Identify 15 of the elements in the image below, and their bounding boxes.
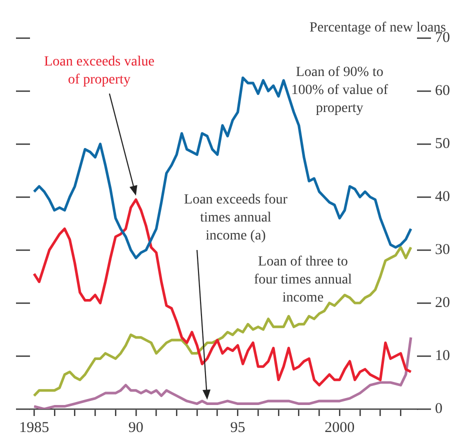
- y-tick-label: 30: [435, 242, 450, 258]
- y-tick-label: 0: [435, 400, 442, 417]
- y-tick-label: 20: [435, 294, 450, 311]
- series-label: Loan of three to four times annual income: [254, 254, 352, 306]
- y-tick-label: 40: [435, 188, 450, 205]
- text: Loan exceeds four times annual income (a): [184, 192, 288, 244]
- series-label: Loan of 90% to 100% of value of property: [291, 65, 388, 116]
- x-tick-label: 1985: [19, 420, 50, 436]
- x-tick-label: 2000: [324, 420, 355, 436]
- y-tick-label: 10: [435, 348, 450, 364]
- y-tick-label: 50: [435, 136, 450, 152]
- y-tick-label: 60: [435, 82, 450, 99]
- x-tick-label: 90: [128, 420, 144, 436]
- text: Loan exceeds value of property: [44, 54, 154, 88]
- x-tick-label: 95: [230, 420, 246, 436]
